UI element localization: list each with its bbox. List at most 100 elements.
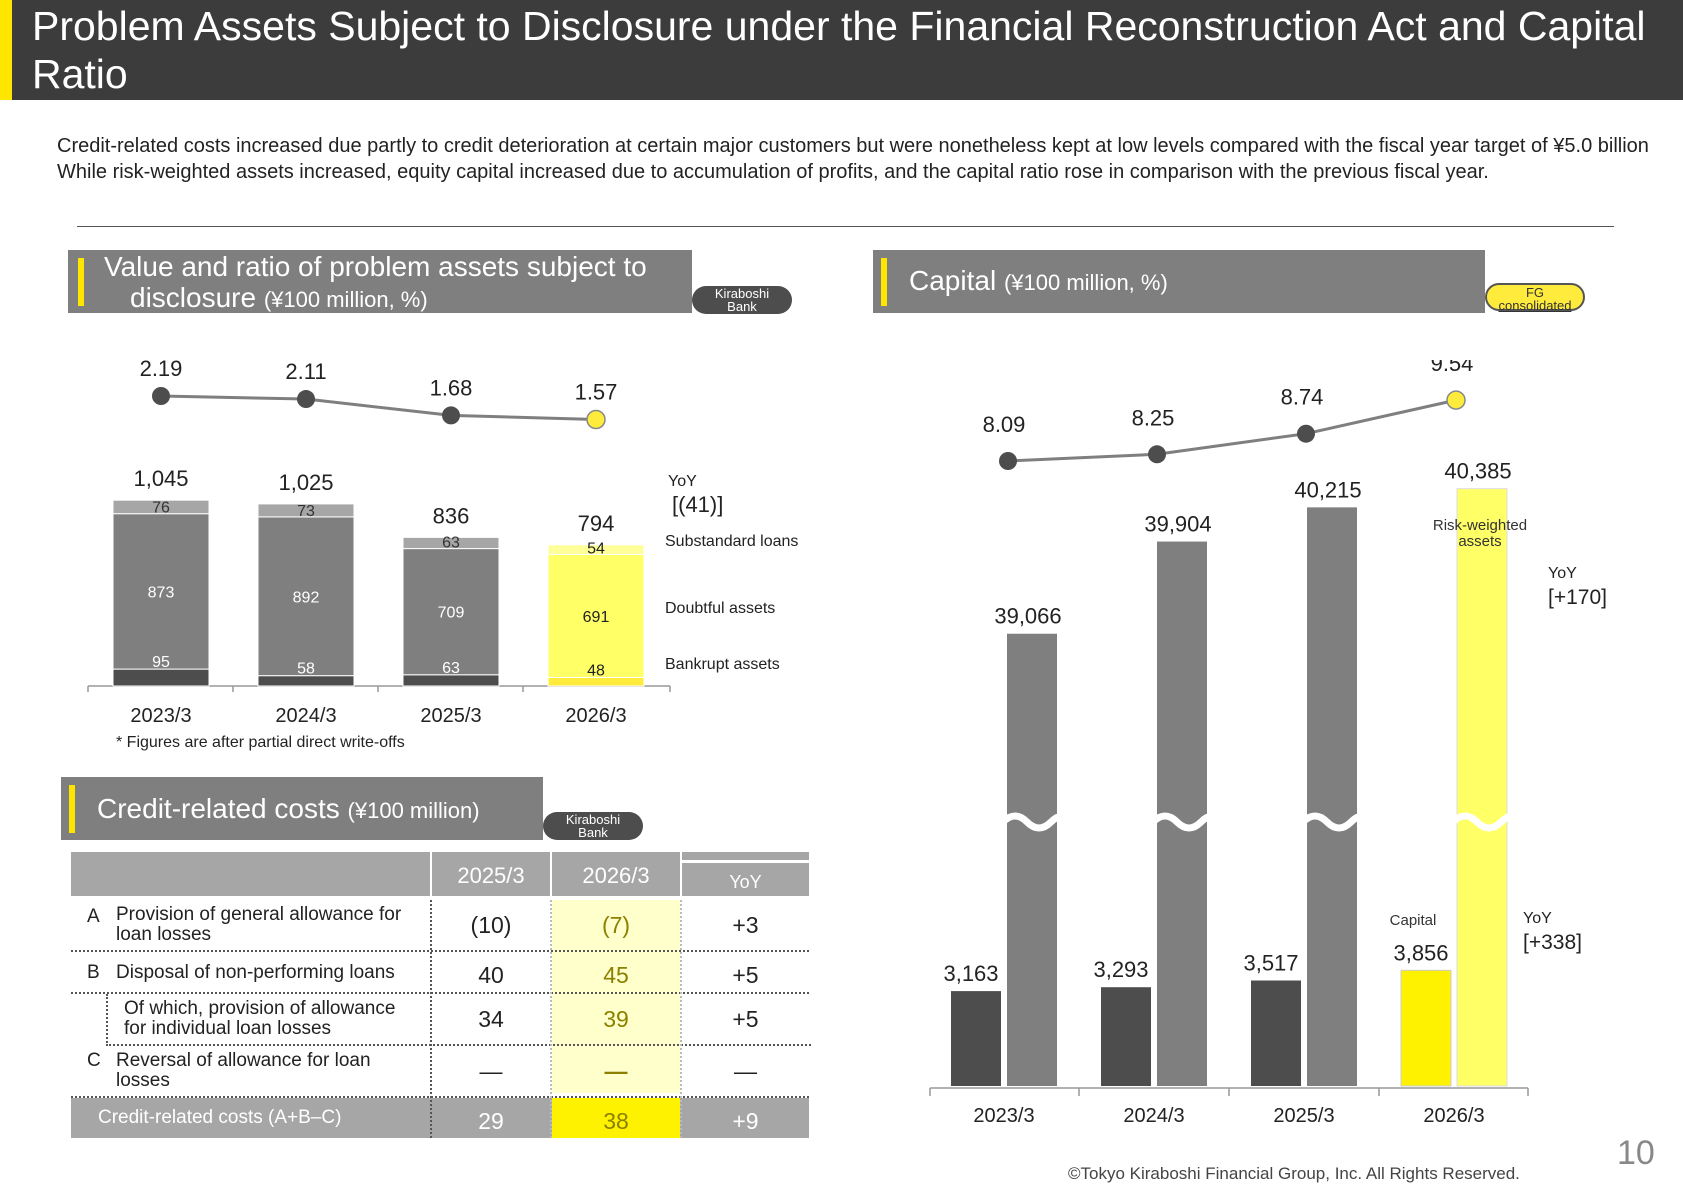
credit-costs-title: Credit-related costs (¥100 million)	[97, 793, 480, 824]
header-accent	[881, 258, 887, 306]
ratio-label: 2.11	[285, 359, 326, 384]
row-label-line2: loan losses	[116, 924, 212, 945]
bar-substandard	[402, 536, 500, 550]
legend-bankrupt: Bankrupt assets	[665, 656, 780, 673]
credit-costs-unit: (¥100 million)	[347, 798, 480, 823]
row-value-2026: —	[604, 1058, 628, 1084]
axis-break-mark	[1000, 812, 1078, 832]
rwa-yoy-label: YoY	[1548, 565, 1577, 582]
data-label-bankrupt: 63	[442, 660, 460, 677]
row-value-2025: 34	[478, 1006, 504, 1032]
capital-title: Capital (¥100 million, %)	[909, 265, 1168, 296]
row-value-yoy: —	[734, 1058, 757, 1084]
data-label-bankrupt: 58	[297, 661, 315, 678]
data-label-rwa: 39,066	[994, 604, 1061, 629]
row-label-line2: for individual loan losses	[124, 1018, 332, 1039]
legend-doubtful: Doubtful assets	[665, 600, 775, 617]
rwa-series-label-2: assets	[1458, 533, 1501, 550]
data-label-substandard: 63	[442, 535, 460, 552]
row-label-line1: Of which, provision of allowance	[124, 998, 396, 1019]
row-label-line2: losses	[116, 1070, 170, 1091]
data-label-bankrupt: 48	[587, 662, 605, 679]
bar-substandard	[257, 503, 355, 518]
row-value-2025: —	[479, 1058, 503, 1084]
total-value-2025: 29	[478, 1108, 504, 1134]
ratio-point	[152, 387, 170, 405]
problem-assets-chart: 95 873 76 1,045 2023/3 58 892 73 1,025 2024/3 63 70…	[87, 356, 798, 727]
badge-line-1: Kiraboshi	[565, 812, 621, 827]
yoy-value: [(41)]	[672, 492, 723, 517]
capital-header: Capital (¥100 million, %)	[873, 250, 1485, 313]
bar-doubtful	[257, 516, 355, 677]
capital-chart: 3,163 39,066 2023/3 3,293 39,904 2024/3 3,517 4…	[929, 360, 1607, 1127]
data-label-rwa: 39,904	[1144, 512, 1211, 537]
capital-unit: (¥100 million, %)	[1003, 270, 1168, 295]
row-value-yoy: +3	[732, 912, 759, 938]
badge-line-2: Bank	[727, 299, 757, 314]
ratio-point	[999, 452, 1017, 470]
data-label-capital: 3,856	[1393, 940, 1448, 965]
page-title: Problem Assets Subject to Disclosure und…	[32, 3, 1646, 97]
ratio-line	[1007, 398, 1457, 463]
table-row: B Disposal of non-performing loans 40 45…	[71, 952, 809, 994]
tick-label: 2026/3	[1423, 1105, 1484, 1127]
title-accent-stripe	[0, 0, 12, 100]
badge-line-1: FG	[1525, 285, 1545, 300]
credit-costs-table: 2025/3 2026/3 YoY A Provision of general…	[71, 852, 811, 1138]
ratio-point	[1446, 390, 1466, 410]
data-label-doubtful: 709	[438, 605, 465, 622]
copyright: ©Tokyo Kiraboshi Financial Group, Inc. A…	[1068, 1164, 1520, 1183]
problem-assets-unit: (¥100 million, %)	[263, 287, 428, 312]
problem-assets-footnote: * Figures are after partial direct write…	[116, 734, 405, 751]
row-value-yoy: +5	[732, 962, 759, 988]
ratio-point	[586, 409, 606, 430]
data-label-substandard: 54	[587, 540, 605, 557]
bar-capital	[1251, 980, 1301, 1086]
data-label-bankrupt: 95	[152, 654, 170, 671]
table-header-yoy-top	[682, 852, 809, 860]
table-total-row: Credit-related costs (A+B–C) 29 38 +9	[71, 1098, 809, 1138]
ratio-label: 8.74	[1281, 385, 1324, 410]
ratio-point	[297, 390, 315, 409]
page-number: 10	[1617, 1134, 1655, 1172]
problem-assets-header: Value and ratio of problem assets subjec…	[68, 250, 692, 313]
total-value-yoy: +9	[732, 1108, 759, 1134]
table-separator	[430, 900, 432, 1138]
intro-text: Credit-related costs increased due partl…	[57, 133, 1657, 185]
row-value-2026: (7)	[601, 912, 631, 938]
ratio-point	[1297, 424, 1315, 443]
kiraboshi-bank-badge: Kiraboshi Bank	[692, 286, 792, 314]
bar-doubtful	[547, 553, 645, 678]
problem-assets-title-line1: Value and ratio of problem assets subjec…	[104, 251, 647, 282]
row-letter: C	[87, 1050, 101, 1071]
intro-line-1: Credit-related costs increased due partl…	[57, 135, 1649, 157]
data-label-rwa: 40,215	[1294, 477, 1361, 502]
data-label-doubtful: 892	[293, 589, 320, 606]
ratio-label: 8.09	[983, 412, 1026, 437]
data-label-substandard: 76	[152, 500, 170, 517]
row-label-line1: Reversal of allowance for loan	[116, 1050, 371, 1071]
header-accent	[78, 258, 84, 306]
problem-assets-title-line2: disclosure (¥100 million, %)	[130, 282, 428, 313]
row-value-2026: 39	[603, 1006, 629, 1032]
divider	[77, 226, 1614, 227]
highlight-column-2026	[552, 900, 680, 1093]
badge-line-2: Bank	[578, 825, 608, 840]
kiraboshi-bank-badge: Kiraboshi Bank	[543, 812, 643, 840]
table-header-col-yoy: YoY	[682, 863, 809, 896]
bar-capital	[1400, 969, 1452, 1087]
bar-substandard	[547, 544, 645, 555]
data-label-rwa: 40,385	[1444, 459, 1511, 484]
bar-rwa	[1007, 633, 1057, 1086]
capital-yoy-value: [+338]	[1523, 931, 1582, 954]
data-label-capital: 3,293	[1093, 957, 1148, 982]
table-row: C Reversal of allowance for loan losses …	[71, 1046, 809, 1098]
title-bar	[0, 0, 1683, 100]
table-header-col-2025: 2025/3	[432, 852, 550, 896]
data-label-doubtful: 691	[583, 609, 610, 626]
legend-substandard: Substandard loans	[665, 533, 798, 550]
total-label: 1,045	[133, 466, 188, 491]
table-separator	[680, 900, 682, 1138]
capital-series-label: Capital	[1390, 912, 1437, 929]
header-accent	[69, 785, 75, 833]
